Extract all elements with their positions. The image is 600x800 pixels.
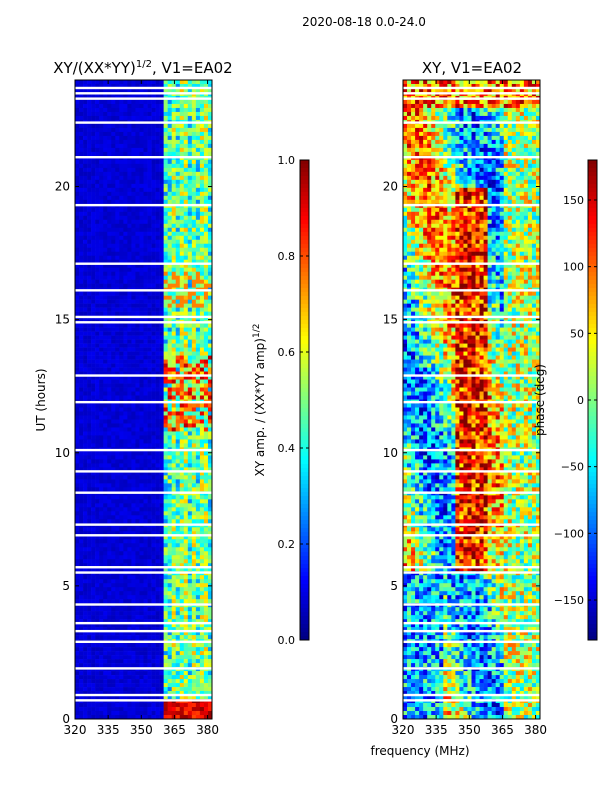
- cb1-label-exp: 1/2: [252, 324, 262, 338]
- figure-suptitle: 2020-08-18 0.0-24.0: [302, 15, 426, 29]
- phase-colorbar-label: phase (deg): [533, 364, 547, 436]
- y-tick-label: 15: [55, 313, 70, 327]
- x-tick-label: 365: [163, 723, 186, 737]
- colorbar-tick-label: −150: [554, 594, 584, 607]
- colorbar-tick-label: −50: [561, 461, 584, 474]
- x-tick-label: 335: [425, 723, 448, 737]
- colorbar-tick-label: −100: [554, 527, 584, 540]
- colorbar-tick-label: 0.2: [278, 538, 296, 551]
- y-tick-label: 0: [62, 712, 70, 726]
- left-ylabel: UT (hours): [34, 368, 48, 431]
- colorbar-tick-label: 0.6: [278, 346, 296, 359]
- left-panel-title: XY/(XX*YY)1/2, V1=EA02: [53, 59, 232, 77]
- phase-colorbar: −150 −100 −50 0 50 100 150: [554, 159, 598, 641]
- y-tick-label: 5: [62, 579, 70, 593]
- y-tick-label: 0: [390, 712, 398, 726]
- x-tick-label: 380: [524, 723, 547, 737]
- colorbar-tick-label: 1.0: [278, 154, 296, 167]
- colorbar-tick-label: 100: [563, 261, 584, 274]
- x-tick-label: 380: [196, 723, 219, 737]
- colorbar-tick-label: 0.4: [278, 442, 296, 455]
- x-tick-label: 350: [458, 723, 481, 737]
- x-tick-label: 350: [130, 723, 153, 737]
- y-tick-label: 20: [55, 180, 70, 194]
- colorbar-tick-label: 0.0: [278, 634, 296, 647]
- colorbar-tick-label: 50: [570, 327, 584, 340]
- y-tick-label: 15: [383, 313, 398, 327]
- x-tick-label: 365: [491, 723, 514, 737]
- right-phase-heatmap: [403, 80, 541, 720]
- y-tick-label: 10: [55, 446, 70, 460]
- right-plot-frame: [402, 79, 541, 720]
- y-tick-label: 5: [390, 579, 398, 593]
- amplitude-colorbar: 0.0 0.2 0.4 0.6 0.8 1.0: [278, 154, 310, 647]
- left-title-exponent: 1/2: [136, 59, 152, 70]
- left-title-main: XY/(XX*YY): [53, 59, 136, 77]
- right-panel-title: XY, V1=EA02: [422, 59, 522, 77]
- left-plot-frame: [74, 79, 213, 720]
- colorbar-tick-label: 0: [577, 394, 584, 407]
- x-tick-label: 320: [64, 723, 87, 737]
- y-tick-label: 10: [383, 446, 398, 460]
- x-tick-label: 335: [97, 723, 120, 737]
- left-amplitude-heatmap: [75, 80, 213, 720]
- x-tick-label: 320: [392, 723, 415, 737]
- left-axis-ticks: 320 335 350 365 380 0 5 10 15 20: [55, 80, 219, 737]
- x-axis-label: frequency (MHz): [370, 744, 469, 758]
- amplitude-colorbar-label: XY amp. / (XX*YY amp)1/2: [252, 324, 267, 477]
- right-axis-ticks: 320 335 350 365 380 0 5 10 15 20: [383, 80, 547, 737]
- cb1-label-main: XY amp. / (XX*YY amp): [253, 338, 267, 476]
- colorbar-tick-label: 0.8: [278, 250, 296, 263]
- colorbar-tick-label: 150: [563, 194, 584, 207]
- y-tick-label: 20: [383, 180, 398, 194]
- left-title-rest: , V1=EA02: [152, 59, 233, 77]
